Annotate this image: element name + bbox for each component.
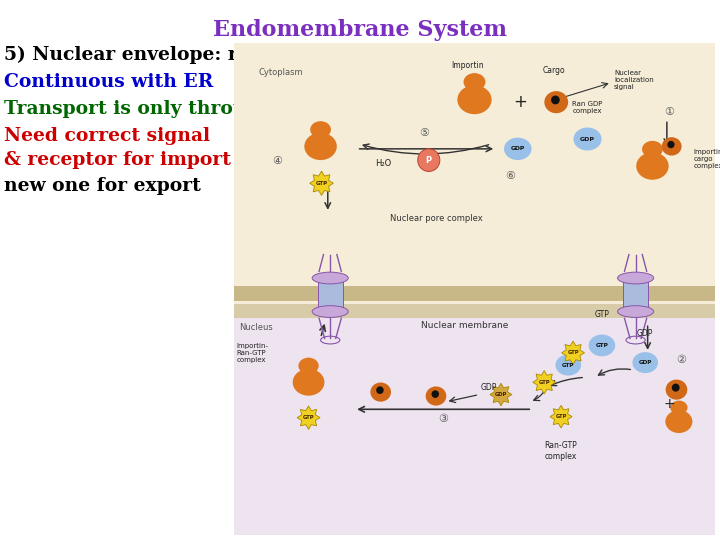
Text: Importin-
cargo
complex: Importin- cargo complex (693, 148, 720, 168)
Text: GTP: GTP (567, 350, 579, 355)
Text: ③: ③ (438, 414, 449, 424)
Text: Transport is only through nuclear pores: Transport is only through nuclear pores (4, 100, 423, 118)
Polygon shape (562, 341, 585, 365)
Polygon shape (310, 171, 333, 195)
Ellipse shape (632, 352, 658, 373)
Ellipse shape (370, 382, 391, 402)
Polygon shape (490, 383, 512, 406)
Text: GDP: GDP (639, 360, 652, 365)
Ellipse shape (426, 387, 446, 406)
Text: ②: ② (676, 355, 686, 365)
Text: Nuclear pore complex: Nuclear pore complex (390, 213, 482, 222)
Text: Nuclear membrane: Nuclear membrane (421, 321, 508, 330)
Polygon shape (533, 370, 556, 394)
Ellipse shape (555, 355, 581, 375)
Text: Cargo: Cargo (543, 66, 565, 75)
Text: GTP: GTP (555, 414, 567, 419)
Circle shape (551, 96, 559, 104)
Text: GTP: GTP (562, 362, 575, 368)
Text: +: + (513, 93, 527, 111)
Polygon shape (550, 406, 572, 428)
Circle shape (672, 383, 680, 392)
Ellipse shape (305, 133, 337, 160)
Ellipse shape (457, 85, 492, 114)
Ellipse shape (464, 73, 485, 91)
Text: GDP: GDP (481, 383, 497, 391)
Ellipse shape (618, 306, 654, 318)
Bar (234, 286, 715, 301)
Text: Ran GDP
complex: Ran GDP complex (572, 102, 603, 114)
Text: Ran-GTP
complex: Ran-GTP complex (544, 441, 577, 461)
Ellipse shape (618, 272, 654, 284)
Text: ⑤: ⑤ (419, 127, 429, 138)
Text: GDP: GDP (495, 392, 507, 397)
Ellipse shape (636, 152, 669, 180)
Ellipse shape (292, 369, 325, 396)
Text: GDP: GDP (580, 137, 595, 141)
Ellipse shape (662, 137, 682, 156)
Circle shape (418, 149, 440, 172)
Bar (234, 319, 715, 535)
Ellipse shape (665, 380, 688, 400)
Bar (318, 278, 343, 312)
Text: Need correct signal: Need correct signal (4, 127, 210, 145)
Text: GTP: GTP (595, 310, 609, 319)
Text: GDP: GDP (510, 146, 525, 151)
Text: Nuclear
localization
signal: Nuclear localization signal (614, 70, 654, 90)
Text: 5) Nuclear envelope: regulates transport in/out of nucleus: 5) Nuclear envelope: regulates transport… (4, 46, 616, 64)
Text: & receptor for import: & receptor for import (4, 151, 230, 169)
Bar (234, 43, 715, 319)
Text: GTP: GTP (302, 415, 315, 420)
Ellipse shape (642, 141, 663, 158)
Text: Cytoplasm: Cytoplasm (258, 68, 302, 77)
Text: ④: ④ (272, 156, 282, 166)
Bar (234, 303, 715, 319)
Text: P: P (426, 156, 432, 165)
Text: ①: ① (665, 107, 674, 117)
Ellipse shape (665, 410, 693, 433)
Text: GTP: GTP (315, 181, 328, 186)
Text: Importin-
Ran-GTP
complex: Importin- Ran-GTP complex (236, 343, 269, 363)
Ellipse shape (573, 127, 602, 151)
Text: GDP: GDP (637, 329, 654, 338)
Text: Continuous with ER: Continuous with ER (4, 73, 213, 91)
Polygon shape (297, 406, 320, 429)
Ellipse shape (298, 357, 319, 374)
Ellipse shape (310, 121, 331, 138)
Ellipse shape (544, 91, 568, 113)
Text: Nucleus: Nucleus (239, 323, 273, 332)
Ellipse shape (312, 272, 348, 284)
Ellipse shape (589, 335, 615, 356)
Ellipse shape (504, 138, 531, 160)
Text: H₂O: H₂O (375, 159, 391, 168)
Circle shape (431, 390, 439, 398)
Text: +: + (663, 397, 675, 411)
Circle shape (376, 386, 384, 394)
Ellipse shape (670, 401, 688, 415)
Text: new one for export: new one for export (4, 177, 200, 195)
Ellipse shape (312, 306, 348, 318)
Text: ⑥: ⑥ (505, 171, 516, 181)
Text: GTP: GTP (539, 380, 550, 385)
Text: Importin: Importin (451, 61, 484, 70)
Text: Endomembrane System: Endomembrane System (213, 19, 507, 41)
Bar (623, 278, 648, 312)
Circle shape (667, 141, 675, 148)
Text: GTP: GTP (595, 343, 608, 348)
